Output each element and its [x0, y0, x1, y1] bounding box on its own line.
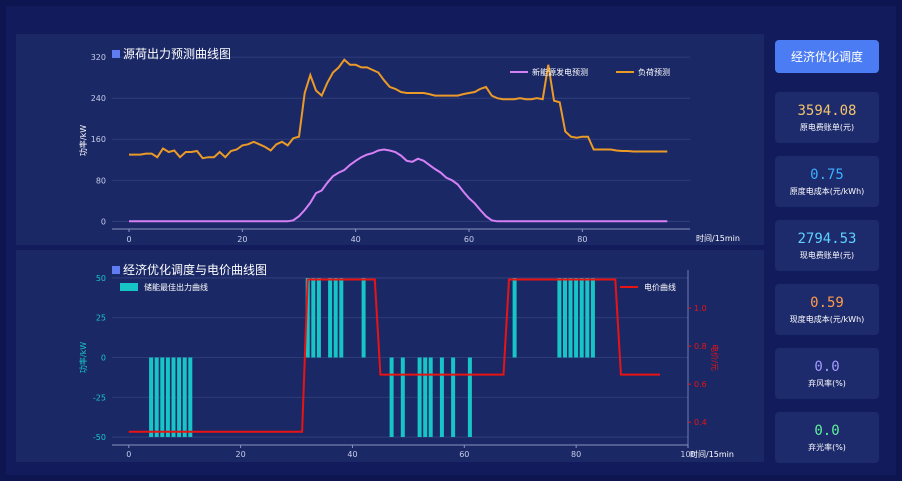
storage-output-bar	[557, 278, 562, 358]
x-axis-label: 时间/15min	[696, 233, 740, 243]
y-tick-label: 320	[91, 53, 106, 62]
storage-output-bar	[165, 357, 170, 437]
x-tick-label: 40	[347, 450, 357, 459]
x-tick-label: 60	[459, 450, 469, 459]
y-tick-label: 0	[101, 217, 106, 226]
x-tick-label: 0	[126, 450, 131, 459]
card-value: 0.59	[810, 295, 844, 311]
card-label: 弃光率(%)	[808, 443, 846, 452]
x-tick-label: 40	[351, 235, 361, 244]
current-unit-cost-card: 0.59 现度电成本(元/kWh)	[775, 284, 879, 335]
card-value: 0.0	[814, 423, 840, 439]
card-value: 2794.53	[797, 231, 857, 247]
storage-output-bar	[563, 278, 567, 358]
storage-output-bar	[590, 278, 595, 358]
card-label: 现电费账单(元)	[799, 251, 855, 260]
storage-output-bar	[451, 357, 456, 437]
price-line	[128, 278, 660, 433]
storage-output-bar	[579, 278, 584, 358]
current-bill-card: 2794.53 现电费账单(元)	[775, 220, 879, 271]
legend-swatch	[120, 283, 138, 291]
original-bill-card: 3594.08 原电费账单(元)	[775, 92, 879, 143]
forecast-chart-title-text: 源荷出力预测曲线图	[123, 47, 232, 61]
original-unit-cost-card: 0.75 原度电成本(元/kWh)	[775, 156, 879, 207]
y2-tick-label: 0.6	[694, 380, 707, 389]
storage-output-bar	[177, 357, 182, 437]
legend-label: 储能最佳出力曲线	[144, 282, 208, 292]
card-value: 3594.08	[797, 103, 857, 119]
renewable-forecast-line	[129, 148, 668, 223]
y-axis-label: 功率/kW	[78, 125, 88, 156]
storage-output-bar	[574, 278, 579, 358]
storage-output-bar	[417, 357, 422, 437]
x-tick-label: 0	[126, 235, 131, 244]
x-tick-label: 20	[237, 235, 247, 244]
y-tick-label: 240	[91, 94, 106, 103]
legend-label: 新能源发电预测	[532, 67, 588, 77]
economic-dispatch-button[interactable]: 经济优化调度	[775, 40, 879, 73]
x-tick-label: 80	[577, 235, 587, 244]
y-axis-label: 功率/kW	[78, 342, 88, 373]
y-tick-label: -25	[93, 393, 106, 402]
legend-label: 电价曲线	[644, 282, 676, 292]
card-label: 现度电成本(元/kWh)	[789, 315, 865, 324]
y-tick-label: 50	[96, 274, 106, 283]
storage-output-bar	[361, 278, 366, 358]
storage-output-bar	[160, 357, 165, 437]
storage-output-bar	[316, 278, 321, 358]
card-label: 弃风率(%)	[808, 379, 846, 388]
storage-output-bar	[333, 278, 338, 358]
storage-output-bar	[149, 357, 154, 437]
storage-output-bar	[188, 357, 193, 437]
card-value: 0.0	[814, 359, 840, 375]
storage-output-bar	[154, 357, 159, 437]
y2-tick-label: 1.0	[694, 304, 707, 313]
forecast-chart-title: 源荷出力预测曲线图	[112, 45, 231, 62]
x-tick-label: 20	[236, 450, 246, 459]
forecast-chart-panel: 0 80 160 240 320 0 20 40 60 80 时间/15min 功率/kW 新能源发电预…	[16, 34, 764, 245]
y-tick-label: 80	[96, 176, 106, 185]
load-forecast-line	[129, 58, 668, 160]
y-tick-label: 0	[101, 354, 106, 363]
storage-output-bar	[389, 357, 394, 437]
x-tick-label: 80	[571, 450, 581, 459]
wind-curtailment-card: 0.0 弃风率(%)	[775, 348, 879, 399]
solar-curtailment-card: 0.0 弃光率(%)	[775, 412, 879, 463]
y2-tick-label: 0.8	[694, 342, 707, 351]
y-tick-label: 160	[91, 135, 106, 144]
storage-output-bar	[439, 357, 444, 437]
y-tick-label: -50	[93, 433, 106, 442]
dispatch-chart-panel: -50 -25 0 25 50 0 20 40 60 80 100 时间/15min 功率/kW 0.4 0…	[16, 250, 764, 462]
card-label: 原电费账单(元)	[799, 123, 855, 132]
legend-label: 负荷预测	[638, 67, 670, 77]
storage-output-bar	[339, 278, 344, 358]
y2-axis-label: 电价/元	[710, 344, 720, 371]
storage-output-bar	[428, 357, 433, 437]
dispatch-chart-title: 经济优化调度与电价曲线图	[112, 261, 267, 278]
storage-output-bar	[423, 357, 428, 437]
storage-output-bar	[328, 278, 333, 358]
storage-output-bar	[171, 357, 176, 437]
storage-output-bar	[400, 357, 405, 437]
storage-output-bar	[311, 278, 316, 358]
storage-output-bar	[305, 278, 310, 358]
y-tick-label: 25	[96, 314, 106, 323]
dispatch-chart-title-text: 经济优化调度与电价曲线图	[123, 263, 268, 277]
y2-tick-label: 0.4	[694, 418, 707, 427]
x-tick-label: 60	[464, 235, 474, 244]
card-value: 0.75	[810, 167, 844, 183]
card-label: 原度电成本(元/kWh)	[789, 187, 865, 196]
forecast-chart-svg: 0 80 160 240 320 0 20 40 60 80 时间/15min 功率/kW 新能源发电预…	[78, 53, 740, 244]
title-marker-icon	[112, 265, 120, 274]
storage-output-bar	[182, 357, 187, 437]
storage-output-bar	[585, 278, 590, 358]
storage-output-bar	[512, 278, 517, 358]
title-marker-icon	[112, 49, 120, 58]
storage-output-bar	[568, 278, 573, 358]
storage-output-bar	[467, 357, 472, 437]
x-axis-label: 时间/15min	[690, 449, 734, 459]
x-tick-label: 100	[680, 450, 695, 459]
